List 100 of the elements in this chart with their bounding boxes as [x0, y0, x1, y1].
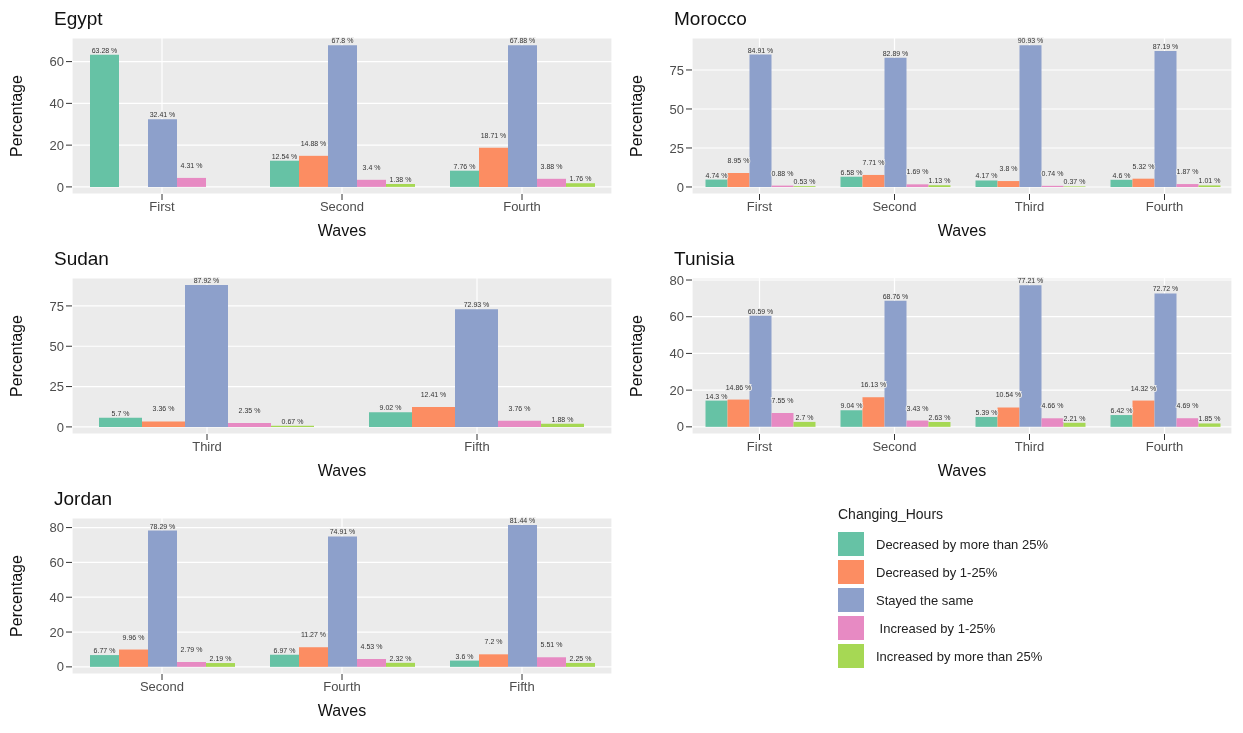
- bar: [705, 179, 728, 187]
- chart-title: Tunisia: [674, 248, 735, 270]
- bar: [1063, 422, 1086, 427]
- y-tick-label: 60: [669, 309, 684, 325]
- x-tick-label: First: [746, 439, 773, 455]
- bar: [884, 57, 907, 187]
- x-tick-label: Third: [1014, 199, 1045, 215]
- bar: [537, 657, 566, 667]
- bar: [142, 421, 185, 427]
- bar: [1154, 50, 1177, 187]
- legend-label: Stayed the same: [876, 592, 974, 608]
- bar: [1110, 179, 1133, 187]
- bar: [455, 309, 498, 427]
- y-axis-title: Percentage: [7, 74, 25, 157]
- bar: [884, 300, 907, 427]
- bar: [90, 54, 119, 187]
- bar: [975, 180, 998, 187]
- bar: [99, 417, 142, 427]
- y-axis-title: Percentage: [627, 314, 645, 397]
- y-tick-label: 0: [56, 419, 64, 435]
- y-tick-label: 75: [49, 298, 64, 314]
- bar: [450, 660, 479, 667]
- bar: [119, 649, 148, 667]
- x-tick-label: Fifth: [464, 439, 490, 455]
- bar: [1198, 423, 1221, 427]
- bar: [997, 181, 1020, 187]
- x-tick-label: Second: [872, 439, 917, 455]
- bar: [508, 45, 537, 187]
- x-tick-label: Second: [319, 199, 365, 215]
- bar: [749, 315, 772, 427]
- bar: [1110, 415, 1133, 427]
- y-tick-label: 80: [669, 272, 684, 288]
- bar: [206, 663, 235, 667]
- bar: [479, 654, 508, 667]
- y-tick-label: 20: [49, 137, 64, 153]
- y-tick-label: 20: [49, 624, 64, 640]
- bar: [177, 177, 206, 187]
- bar: [299, 647, 328, 667]
- bar: [771, 412, 794, 427]
- x-tick-label: Fourth: [1145, 439, 1184, 455]
- bar: [840, 176, 863, 187]
- bar: [177, 662, 206, 667]
- y-tick-label: 20: [669, 382, 684, 398]
- x-tick-label: Third: [1014, 439, 1045, 455]
- bar: [386, 184, 415, 187]
- bar: [328, 536, 357, 667]
- legend-label: Decreased by more than 25%: [876, 536, 1048, 552]
- y-tick-label: 50: [49, 338, 64, 354]
- x-axis-title: Waves: [317, 462, 367, 479]
- bar: [727, 399, 750, 427]
- x-tick-label: Fourth: [1145, 199, 1184, 215]
- bar: [541, 423, 584, 427]
- x-axis-title: Waves: [317, 222, 367, 239]
- y-tick-label: 75: [669, 62, 684, 78]
- x-axis-title: Waves: [317, 702, 367, 719]
- bar: [566, 183, 595, 187]
- bar: [148, 530, 177, 667]
- x-tick-label: Third: [192, 439, 222, 455]
- bar: [1041, 418, 1064, 427]
- bar: [1176, 184, 1199, 187]
- bar: [185, 285, 228, 427]
- y-tick-label: 40: [49, 589, 64, 605]
- y-tick-label: 0: [676, 419, 684, 435]
- bar: [1019, 285, 1042, 427]
- bar: [705, 400, 728, 427]
- bar: [928, 422, 951, 427]
- x-tick-label: Second: [872, 199, 917, 215]
- bar: [1132, 400, 1155, 427]
- bar: [369, 412, 412, 427]
- x-tick-label: First: [746, 199, 773, 215]
- y-axis-title: Percentage: [7, 314, 25, 397]
- bar: [498, 420, 541, 427]
- x-axis-title: Waves: [937, 222, 987, 239]
- y-axis-title: Percentage: [627, 74, 645, 157]
- bar: [270, 654, 299, 667]
- y-axis-title: Percentage: [7, 554, 25, 637]
- y-tick-label: 25: [669, 140, 684, 156]
- chart-title: Morocco: [674, 8, 747, 30]
- x-tick-label: Fourth: [503, 199, 541, 215]
- bar: [228, 423, 271, 427]
- bar: [840, 410, 863, 427]
- y-tick-label: 40: [49, 95, 64, 111]
- bar: [148, 119, 177, 187]
- bar: [508, 525, 537, 667]
- bar: [357, 658, 386, 667]
- y-tick-label: 50: [669, 101, 684, 117]
- bar: [412, 406, 455, 427]
- x-tick-label: Fifth: [509, 679, 535, 695]
- bar: [997, 407, 1020, 427]
- bar: [450, 170, 479, 187]
- legend-label: Increased by more than 25%: [876, 648, 1043, 664]
- y-tick-label: 60: [49, 54, 64, 70]
- bar: [1154, 293, 1177, 427]
- bar: [727, 173, 750, 187]
- x-tick-label: Fourth: [323, 679, 361, 695]
- bar: [328, 45, 357, 187]
- y-tick-label: 0: [56, 659, 64, 675]
- x-axis-title: Waves: [937, 462, 987, 479]
- y-tick-label: 60: [49, 555, 64, 571]
- chart-title: Egypt: [54, 8, 103, 30]
